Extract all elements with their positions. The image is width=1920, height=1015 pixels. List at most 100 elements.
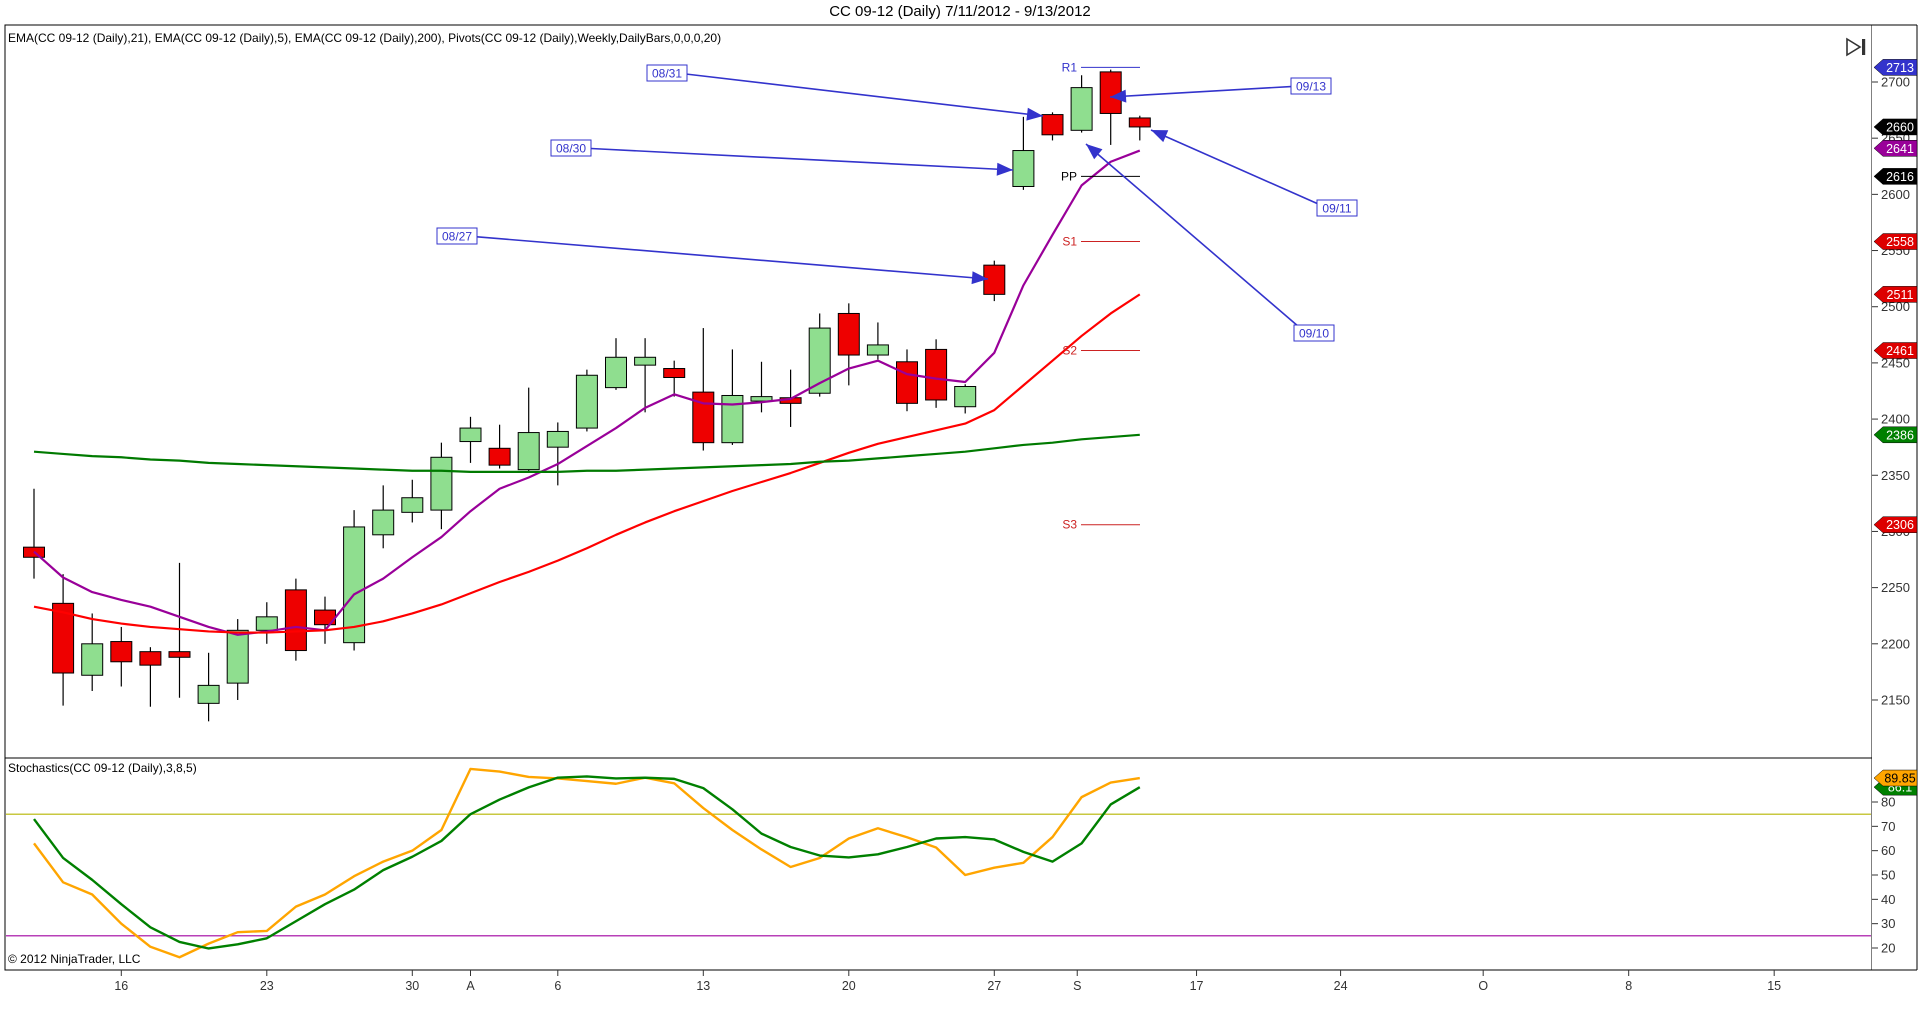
stoch-marker: 89.85 [1873,769,1918,787]
candlestick [517,387,540,474]
callout-box[interactable] [1293,324,1335,342]
price-tick-label: 2450 [1881,355,1910,370]
time-tick-label: 20 [842,979,856,993]
price-tick-label: 2400 [1881,412,1910,427]
price-tick-label: 2700 [1881,75,1910,90]
callout-08-27[interactable]: 08/27 [436,227,989,285]
pivot-label-S2: S2 [1062,344,1077,358]
candlestick [808,313,831,397]
ema-line-ema21 [33,293,1141,634]
pivot-label-PP: PP [1061,169,1077,183]
callout-arrowhead [996,162,1013,176]
pivot-label-R1: R1 [1062,60,1078,74]
callout-label: 09/13 [1296,80,1326,94]
candle-body-up [459,427,482,443]
stoch-indicator-label: Stochastics(CC 09-12 (Daily),3,8,5) [8,761,197,775]
callout-line [590,147,1014,171]
callout-label: 09/10 [1299,327,1329,341]
candlestick [1070,75,1093,133]
price-marker: 2558 [1873,233,1918,250]
candle-body-up [1012,150,1035,187]
price-marker-text: 2641 [1886,142,1914,156]
time-tick-label: 23 [260,979,274,993]
time-tick-label: 17 [1190,979,1204,993]
candle-body-down [692,391,715,444]
candle-body-down [52,602,75,674]
candle-body-up [605,356,627,389]
time-tick-label: 8 [1625,979,1632,993]
price-marker-text: 2386 [1886,428,1914,442]
callout-box[interactable] [1290,77,1332,95]
time-axis[interactable]: 16 23 30 A 6 13 20 27 S 17 24 O 8 15 [114,970,1781,993]
candlestick [925,339,948,408]
price-tick-label: 2200 [1881,636,1910,651]
candlestick [605,338,627,390]
price-marker-shape [1873,140,1918,157]
callout-line [476,236,989,280]
candlestick [692,328,715,451]
price-marker: 2641 [1873,140,1918,157]
price-marker-shape [1873,286,1918,303]
callout-box[interactable] [646,64,688,82]
candle-body-down [139,651,162,666]
price-marker-shape [1873,233,1918,250]
candle-body-up [226,629,249,684]
callout-box[interactable] [1316,199,1358,217]
callout-09-10[interactable]: 09/10 [1085,143,1335,342]
price-marker-text: 2511 [1887,288,1914,302]
callout-09-13[interactable]: 09/13 [1109,77,1332,103]
price-tick-label: 2250 [1881,580,1910,595]
callout-08-30[interactable]: 08/30 [550,139,1014,176]
candle-body-down [983,264,1006,295]
candle-body-up [575,374,598,429]
price-marker: 2660 [1873,118,1918,136]
candlestick [343,510,366,651]
candlestick [488,424,511,469]
ema-line-ema5 [33,149,1141,636]
candle-body-up [866,344,889,356]
callout-box[interactable] [436,227,478,245]
time-tick-label: A [466,979,475,993]
candle-body-down [284,589,307,652]
time-tick-label: O [1478,979,1488,993]
candlestick-series [23,69,1151,722]
pivot-levels: R1 PP S1 S2 S3 [1061,60,1140,532]
price-marker: 2386 [1873,426,1918,444]
candlestick [168,562,191,698]
callout-line [1085,143,1300,328]
stoch-line-K [33,775,1141,950]
candle-body-down [896,361,918,404]
candle-body-up [343,526,366,644]
step-forward-icon[interactable] [1845,37,1869,57]
price-tick-label: 2350 [1881,468,1910,483]
copyright-label: © 2012 NinjaTrader, LLC [8,952,141,966]
candle-body-up [721,394,744,444]
time-tick-label: 16 [114,979,128,993]
candlestick [81,613,104,691]
price-marker-text: 2461 [1886,344,1914,358]
candle-body-up [81,643,104,676]
time-tick-label: 15 [1767,979,1781,993]
time-tick-label: 27 [987,979,1001,993]
callout-arrowhead [1151,130,1169,143]
candle-body-up [750,396,773,402]
candlestick [52,574,75,706]
callout-arrowhead [971,271,988,285]
candle-body-up [197,684,220,704]
price-marker-text: 2306 [1886,518,1914,532]
candlestick [663,360,686,397]
stoch-panel-surface[interactable] [4,757,1873,971]
candlestick [546,422,569,486]
candlestick [255,602,278,644]
callout-08-31[interactable]: 08/31 [646,64,1044,121]
candlestick [866,322,889,360]
candlestick [721,349,744,445]
candlestick [575,369,598,432]
callout-box[interactable] [550,139,592,157]
callout-09-11[interactable]: 09/11 [1150,129,1358,217]
candle-body-up [808,327,831,394]
price-tick-label: 2500 [1881,299,1910,314]
price-marker-text: 2713 [1886,61,1914,75]
candle-body-up [634,356,657,366]
